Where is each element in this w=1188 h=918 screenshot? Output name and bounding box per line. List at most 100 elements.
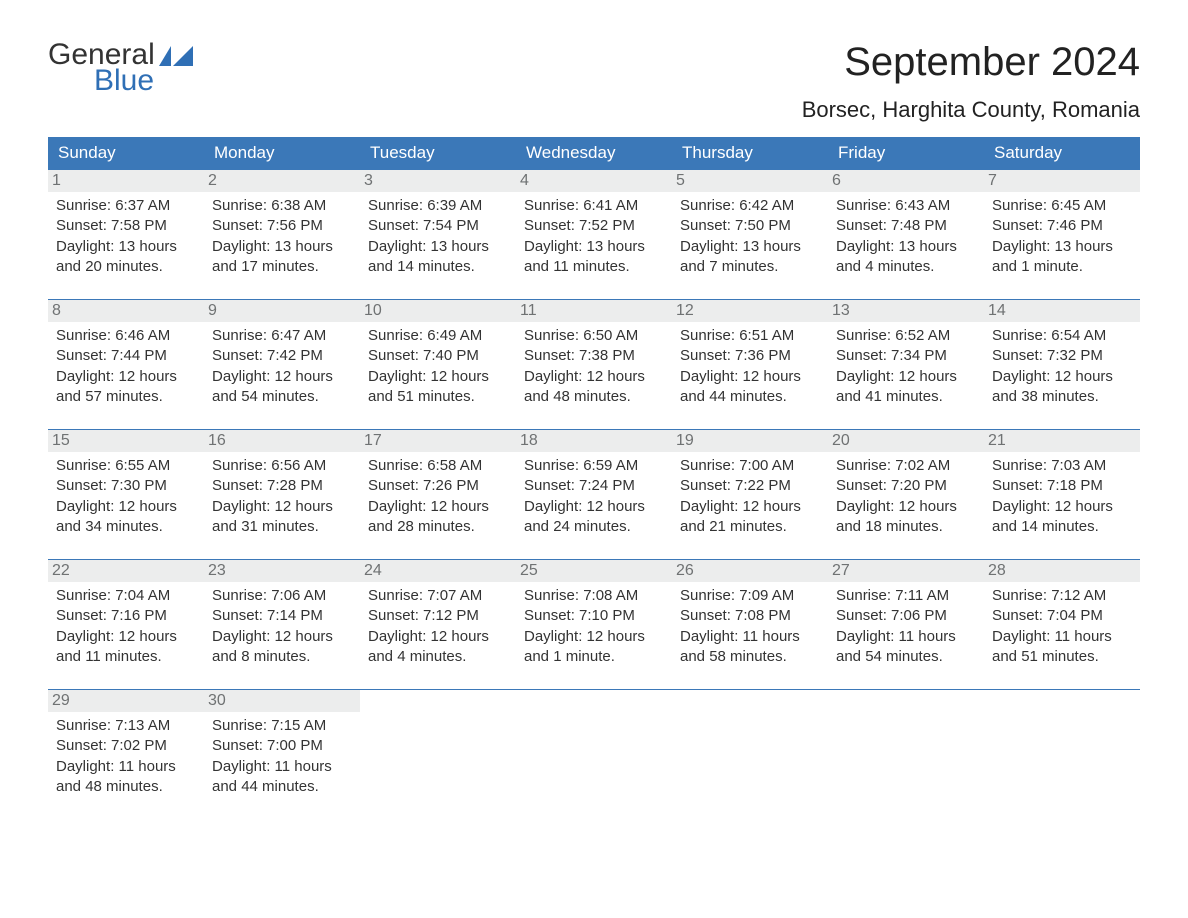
sunset-text: Sunset: 7:10 PM bbox=[524, 606, 664, 626]
sunset-text: Sunset: 7:48 PM bbox=[836, 216, 976, 236]
day-number: 12 bbox=[672, 300, 828, 322]
sunrise-text: Sunrise: 7:13 AM bbox=[56, 716, 196, 736]
sunset-text: Sunset: 7:26 PM bbox=[368, 476, 508, 496]
daylight-line1: Daylight: 12 hours bbox=[680, 497, 820, 517]
daylight-line1: Daylight: 13 hours bbox=[56, 237, 196, 257]
sunrise-text: Sunrise: 7:08 AM bbox=[524, 586, 664, 606]
day-details: Sunrise: 7:07 AMSunset: 7:12 PMDaylight:… bbox=[368, 586, 508, 667]
day-details: Sunrise: 6:41 AMSunset: 7:52 PMDaylight:… bbox=[524, 196, 664, 277]
daylight-line1: Daylight: 11 hours bbox=[992, 627, 1132, 647]
day-details: Sunrise: 7:13 AMSunset: 7:02 PMDaylight:… bbox=[56, 716, 196, 797]
sunset-text: Sunset: 7:52 PM bbox=[524, 216, 664, 236]
weekday-header: Wednesday bbox=[516, 137, 672, 170]
sunrise-text: Sunrise: 7:11 AM bbox=[836, 586, 976, 606]
daylight-line1: Daylight: 12 hours bbox=[368, 497, 508, 517]
calendar-week-row: 1Sunrise: 6:37 AMSunset: 7:58 PMDaylight… bbox=[48, 170, 1140, 300]
calendar-day-cell: 13Sunrise: 6:52 AMSunset: 7:34 PMDayligh… bbox=[828, 300, 984, 430]
daylight-line2: and 11 minutes. bbox=[524, 257, 664, 277]
daylight-line1: Daylight: 12 hours bbox=[212, 627, 352, 647]
calendar-day-cell: 9Sunrise: 6:47 AMSunset: 7:42 PMDaylight… bbox=[204, 300, 360, 430]
calendar-day-cell: 18 Sunrise: 6:59 AMSunset: 7:24 PMDayligh… bbox=[516, 430, 672, 560]
daylight-line2: and 51 minutes. bbox=[992, 647, 1132, 667]
sunrise-text: Sunrise: 6:59 AM bbox=[524, 456, 664, 476]
sunset-text: Sunset: 7:06 PM bbox=[836, 606, 976, 626]
daylight-line1: Daylight: 11 hours bbox=[680, 627, 820, 647]
daylight-line2: and 24 minutes. bbox=[524, 517, 664, 537]
daylight-line2: and 14 minutes. bbox=[992, 517, 1132, 537]
daylight-line2: and 38 minutes. bbox=[992, 387, 1132, 407]
daylight-line1: Daylight: 12 hours bbox=[524, 497, 664, 517]
day-number: 18 bbox=[516, 430, 672, 452]
sunrise-text: Sunrise: 6:52 AM bbox=[836, 326, 976, 346]
weekday-header: Friday bbox=[828, 137, 984, 170]
calendar-table: SundayMondayTuesdayWednesdayThursdayFrid… bbox=[48, 137, 1140, 819]
day-details: Sunrise: 7:00 AMSunset: 7:22 PMDaylight:… bbox=[680, 456, 820, 537]
daylight-line2: and 14 minutes. bbox=[368, 257, 508, 277]
day-number: 1 bbox=[48, 170, 204, 192]
calendar-day-cell: 1Sunrise: 6:37 AMSunset: 7:58 PMDaylight… bbox=[48, 170, 204, 300]
day-number: 5 bbox=[672, 170, 828, 192]
calendar-day-cell: 26Sunrise: 7:09 AMSunset: 7:08 PMDayligh… bbox=[672, 560, 828, 690]
daylight-line1: Daylight: 11 hours bbox=[56, 757, 196, 777]
day-number: 15 bbox=[48, 430, 204, 452]
daylight-line1: Daylight: 12 hours bbox=[56, 497, 196, 517]
day-number: 10 bbox=[360, 300, 516, 322]
daylight-line2: and 54 minutes. bbox=[212, 387, 352, 407]
day-details: Sunrise: 6:49 AMSunset: 7:40 PMDaylight:… bbox=[368, 326, 508, 407]
calendar-day-cell: 11Sunrise: 6:50 AMSunset: 7:38 PMDayligh… bbox=[516, 300, 672, 430]
daylight-line1: Daylight: 12 hours bbox=[212, 497, 352, 517]
header: General Blue September 2024 Borsec, Harg… bbox=[48, 40, 1140, 123]
daylight-line2: and 34 minutes. bbox=[56, 517, 196, 537]
day-details: Sunrise: 7:03 AMSunset: 7:18 PMDaylight:… bbox=[992, 456, 1132, 537]
sunrise-text: Sunrise: 6:43 AM bbox=[836, 196, 976, 216]
day-number: 24 bbox=[360, 560, 516, 582]
day-details: Sunrise: 7:11 AMSunset: 7:06 PMDaylight:… bbox=[836, 586, 976, 667]
daylight-line2: and 17 minutes. bbox=[212, 257, 352, 277]
day-details: Sunrise: 6:46 AMSunset: 7:44 PMDaylight:… bbox=[56, 326, 196, 407]
day-number: 6 bbox=[828, 170, 984, 192]
daylight-line2: and 4 minutes. bbox=[368, 647, 508, 667]
day-details: Sunrise: 6:45 AMSunset: 7:46 PMDaylight:… bbox=[992, 196, 1132, 277]
day-number: 14 bbox=[984, 300, 1140, 322]
calendar-week-row: 29Sunrise: 7:13 AMSunset: 7:02 PMDayligh… bbox=[48, 690, 1140, 820]
daylight-line1: Daylight: 12 hours bbox=[368, 367, 508, 387]
daylight-line2: and 44 minutes. bbox=[212, 777, 352, 797]
title-block: September 2024 Borsec, Harghita County, … bbox=[802, 40, 1140, 123]
day-number: 20 bbox=[828, 430, 984, 452]
calendar-day-cell: 5 Sunrise: 6:42 AMSunset: 7:50 PMDaylight… bbox=[672, 170, 828, 300]
weekday-header: Saturday bbox=[984, 137, 1140, 170]
calendar-day-cell: 8Sunrise: 6:46 AMSunset: 7:44 PMDaylight… bbox=[48, 300, 204, 430]
daylight-line1: Daylight: 13 hours bbox=[212, 237, 352, 257]
daylight-line2: and 57 minutes. bbox=[56, 387, 196, 407]
weekday-header: Thursday bbox=[672, 137, 828, 170]
calendar-day-cell: 3Sunrise: 6:39 AMSunset: 7:54 PMDaylight… bbox=[360, 170, 516, 300]
day-details: Sunrise: 7:02 AMSunset: 7:20 PMDaylight:… bbox=[836, 456, 976, 537]
daylight-line1: Daylight: 13 hours bbox=[992, 237, 1132, 257]
calendar-day-cell: 20 Sunrise: 7:02 AMSunset: 7:20 PMDayligh… bbox=[828, 430, 984, 560]
daylight-line1: Daylight: 13 hours bbox=[836, 237, 976, 257]
sunrise-text: Sunrise: 7:07 AM bbox=[368, 586, 508, 606]
sunrise-text: Sunrise: 6:46 AM bbox=[56, 326, 196, 346]
day-details: Sunrise: 7:08 AMSunset: 7:10 PMDaylight:… bbox=[524, 586, 664, 667]
flag-icon bbox=[159, 46, 193, 66]
daylight-line1: Daylight: 12 hours bbox=[836, 367, 976, 387]
day-number: 2 bbox=[204, 170, 360, 192]
calendar-day-cell: 28Sunrise: 7:12 AMSunset: 7:04 PMDayligh… bbox=[984, 560, 1140, 690]
daylight-line2: and 4 minutes. bbox=[836, 257, 976, 277]
day-number: 17 bbox=[360, 430, 516, 452]
sunrise-text: Sunrise: 7:04 AM bbox=[56, 586, 196, 606]
sunset-text: Sunset: 7:24 PM bbox=[524, 476, 664, 496]
day-number: 3 bbox=[360, 170, 516, 192]
day-number: 19 bbox=[672, 430, 828, 452]
sunset-text: Sunset: 7:14 PM bbox=[212, 606, 352, 626]
day-details: Sunrise: 6:58 AMSunset: 7:26 PMDaylight:… bbox=[368, 456, 508, 537]
brand-logo: General Blue bbox=[48, 40, 193, 96]
calendar-day-cell: 25 Sunrise: 7:08 AMSunset: 7:10 PMDayligh… bbox=[516, 560, 672, 690]
day-number: 30 bbox=[204, 690, 360, 712]
calendar-day-cell: 21Sunrise: 7:03 AMSunset: 7:18 PMDayligh… bbox=[984, 430, 1140, 560]
daylight-line2: and 48 minutes. bbox=[56, 777, 196, 797]
daylight-line2: and 54 minutes. bbox=[836, 647, 976, 667]
day-number: 25 bbox=[516, 560, 672, 582]
weekday-header: Sunday bbox=[48, 137, 204, 170]
day-details: Sunrise: 6:42 AMSunset: 7:50 PMDaylight:… bbox=[680, 196, 820, 277]
